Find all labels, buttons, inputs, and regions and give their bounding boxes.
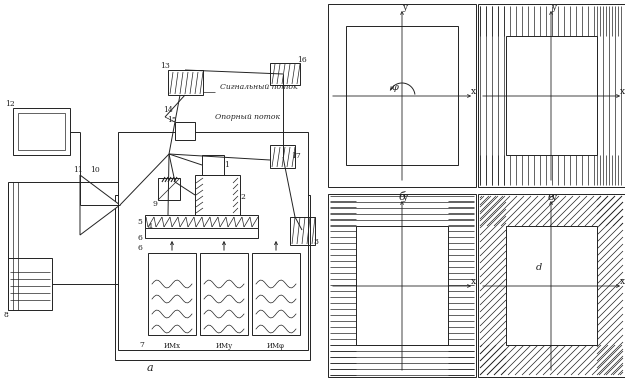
Text: ИМх: ИМх (164, 342, 181, 350)
Bar (346, 26, 458, 165)
Polygon shape (80, 175, 120, 235)
Bar (200, 253, 248, 335)
Bar (478, 194, 625, 377)
Text: 16: 16 (297, 56, 307, 64)
Text: 4: 4 (148, 223, 152, 231)
Text: 1: 1 (224, 161, 229, 169)
Text: y: y (402, 193, 408, 201)
Text: Опорный поток: Опорный поток (215, 113, 280, 121)
Bar (270, 63, 300, 85)
Bar (168, 70, 203, 95)
Bar (506, 36, 597, 155)
Bar (290, 217, 315, 245)
Text: 11: 11 (73, 166, 83, 174)
Bar (13, 108, 70, 155)
Bar (478, 4, 625, 187)
Text: 7: 7 (139, 341, 144, 349)
Bar (115, 195, 310, 360)
Text: б: б (399, 192, 406, 202)
Bar (118, 132, 308, 350)
Bar (202, 155, 224, 175)
Text: в: в (548, 192, 554, 202)
Bar (195, 175, 240, 215)
Bar (148, 253, 196, 335)
Text: ИМу: ИМу (216, 342, 232, 350)
Text: а: а (147, 363, 153, 373)
Text: 14: 14 (163, 106, 173, 114)
Text: 12: 12 (5, 100, 15, 108)
Text: 3: 3 (314, 238, 319, 246)
Text: y: y (551, 193, 557, 201)
Text: Сигнальный поток: Сигнальный поток (220, 83, 298, 91)
Text: x: x (619, 277, 624, 286)
Text: x: x (619, 87, 624, 97)
Bar (252, 253, 300, 335)
Bar (356, 226, 448, 345)
Text: φ: φ (391, 84, 399, 92)
Text: 10: 10 (90, 166, 100, 174)
Bar (328, 194, 476, 377)
Text: 6: 6 (138, 234, 142, 242)
Text: 13: 13 (160, 62, 170, 70)
Text: 15: 15 (167, 116, 177, 124)
Bar (8, 258, 52, 310)
Bar (145, 228, 258, 238)
Text: d: d (536, 264, 542, 272)
Text: x: x (471, 277, 476, 286)
Text: 2: 2 (241, 193, 246, 201)
Text: 5: 5 (138, 218, 142, 226)
Text: 6: 6 (138, 244, 142, 252)
Bar (270, 145, 295, 168)
Text: 8: 8 (4, 311, 9, 319)
Text: 9: 9 (152, 200, 158, 208)
Text: x: x (471, 87, 476, 97)
Bar (158, 178, 180, 200)
Bar (328, 4, 476, 187)
Text: ИМφ: ИМφ (267, 342, 285, 350)
Bar (506, 226, 597, 345)
Bar (145, 215, 258, 228)
Text: y: y (551, 3, 557, 11)
Bar (175, 122, 195, 140)
Text: 17: 17 (291, 152, 301, 160)
Bar (18, 113, 65, 150)
Text: y: y (402, 3, 408, 11)
